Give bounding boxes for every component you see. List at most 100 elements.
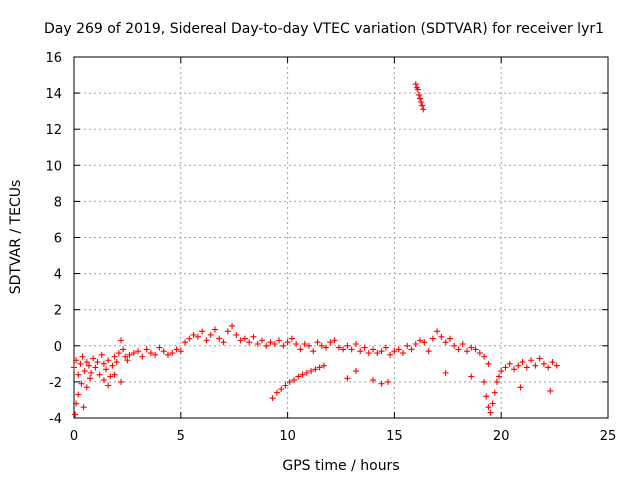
data-point <box>415 91 422 98</box>
data-point <box>75 371 82 378</box>
data-point <box>79 353 86 360</box>
chart-title: Day 269 of 2019, Sidereal Day-to-day VTE… <box>44 21 604 37</box>
data-point <box>318 342 325 349</box>
data-point <box>303 369 310 376</box>
data-point <box>94 359 101 366</box>
data-point <box>107 373 114 380</box>
data-point <box>164 351 171 358</box>
data-point <box>126 351 133 358</box>
data-point <box>295 373 302 380</box>
data-point <box>491 389 498 396</box>
data-point <box>352 340 359 347</box>
data-point <box>361 344 368 351</box>
data-point <box>378 348 385 355</box>
data-point <box>419 102 426 109</box>
data-point <box>301 340 308 347</box>
data-point <box>481 378 488 385</box>
series-main-band <box>71 322 492 380</box>
data-point <box>282 382 289 389</box>
data-point <box>105 357 112 364</box>
data-point <box>536 355 543 362</box>
data-point <box>78 380 85 387</box>
data-point <box>96 371 103 378</box>
data-point <box>117 337 124 344</box>
data-point <box>186 335 193 342</box>
y-tick-label: 0 <box>54 340 62 355</box>
data-point <box>267 339 274 346</box>
data-point <box>135 348 142 355</box>
data-point <box>493 378 500 385</box>
data-point <box>446 335 453 342</box>
data-point <box>271 340 278 347</box>
data-point <box>515 362 522 369</box>
data-point <box>87 375 94 382</box>
data-point <box>169 350 176 357</box>
data-point <box>152 351 159 358</box>
data-point <box>485 404 492 411</box>
data-point <box>459 340 466 347</box>
data-point <box>414 86 421 93</box>
x-tick-label: 10 <box>279 429 296 444</box>
data-point <box>404 342 411 349</box>
data-point <box>241 335 248 342</box>
y-tick-label: 16 <box>45 51 62 66</box>
data-point <box>139 353 146 360</box>
axis-ticks <box>73 56 609 419</box>
data-point <box>417 337 424 344</box>
data-point <box>344 375 351 382</box>
data-point <box>263 342 270 349</box>
data-point <box>442 369 449 376</box>
data-point <box>199 328 206 335</box>
data-point <box>314 339 321 346</box>
data-point <box>523 364 530 371</box>
data-point <box>528 357 535 364</box>
data-point <box>224 328 231 335</box>
data-point <box>553 362 560 369</box>
data-point <box>378 380 385 387</box>
data-point <box>481 353 488 360</box>
x-tick-label: 0 <box>70 429 78 444</box>
data-point <box>464 348 471 355</box>
data-point <box>100 377 107 384</box>
data-point <box>344 342 351 349</box>
data-point <box>532 362 539 369</box>
data-point <box>485 360 492 367</box>
y-tick-label: 12 <box>45 123 62 138</box>
data-point <box>246 339 253 346</box>
data-point <box>382 344 389 351</box>
data-point <box>370 377 377 384</box>
data-point <box>177 348 184 355</box>
data-point <box>280 342 287 349</box>
data-point <box>412 81 419 88</box>
data-point <box>320 362 327 369</box>
data-point <box>489 400 496 407</box>
data-point <box>299 371 306 378</box>
data-point <box>250 333 257 340</box>
data-point <box>331 337 338 344</box>
series-outlier-near-16h <box>412 81 427 113</box>
data-point <box>476 350 483 357</box>
data-point <box>429 335 436 342</box>
data-point <box>220 339 227 346</box>
data-point <box>327 339 334 346</box>
y-tick-label: -2 <box>49 376 62 391</box>
y-tick-label: 8 <box>54 195 62 210</box>
data-point <box>73 400 80 407</box>
data-point <box>254 340 261 347</box>
y-tick-label: -4 <box>49 412 62 427</box>
data-point <box>370 346 377 353</box>
data-point <box>273 389 280 396</box>
data-point <box>85 362 92 369</box>
y-tick-label: 6 <box>54 232 62 247</box>
data-point <box>81 368 88 375</box>
y-tick-label: 2 <box>54 304 62 319</box>
data-point <box>506 360 513 367</box>
data-point <box>143 346 150 353</box>
data-point <box>291 377 298 384</box>
data-point <box>468 373 475 380</box>
series-arc-near-10h <box>269 362 327 402</box>
data-point <box>190 331 197 338</box>
x-tick-label: 15 <box>386 429 403 444</box>
data-point <box>156 344 163 351</box>
data-point <box>182 339 189 346</box>
